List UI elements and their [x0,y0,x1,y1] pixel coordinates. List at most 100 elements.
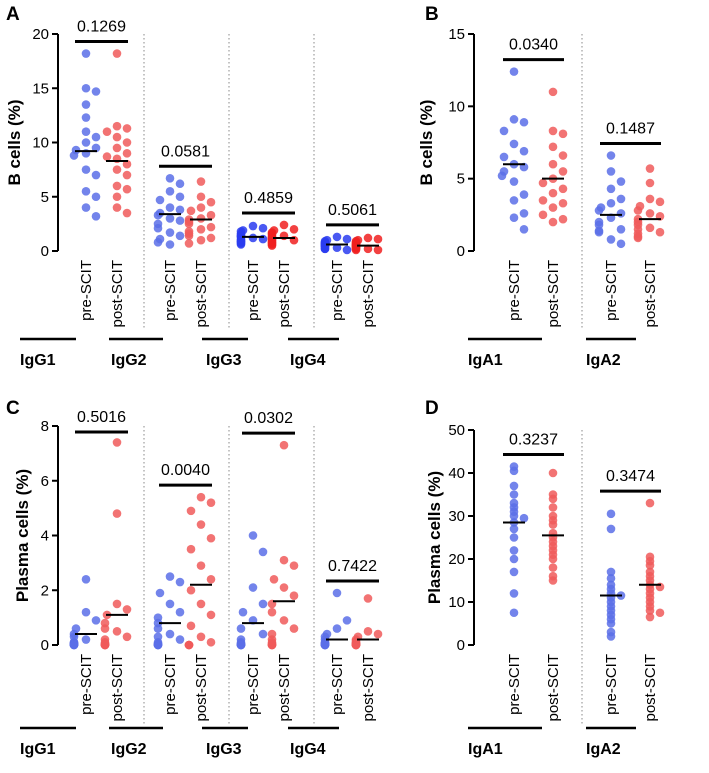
post-point [548,576,558,585]
pre-point [165,228,175,237]
post-point [548,87,558,97]
y-tick-label: 20 [448,551,465,568]
y-tick-label: 10 [448,594,465,611]
pre-point [165,599,175,609]
post-point [645,164,655,173]
post-point [112,438,122,447]
p-value: 0.1269 [77,19,126,36]
pre-point [509,115,519,124]
post-point [655,608,665,618]
pre-point [175,607,185,617]
post-point [206,610,216,620]
pre-point [509,554,519,564]
y-tick-label: 10 [448,98,465,115]
post-point [196,214,206,223]
panel-C: C Plasma cells (%) 0 2 4 6 8 pre-SCIT post-SCIT 0… [6,398,383,758]
pre-x-label: pre-SCIT [245,654,262,715]
pre-point [165,203,175,212]
post-point [196,235,206,245]
pre-point [320,640,330,650]
group-name: IgG4 [290,352,326,369]
post-point [558,184,568,194]
pre-point [497,171,507,181]
post-point [548,563,558,572]
post-x-label: post-SCIT [276,654,293,722]
post-point [548,494,558,504]
pre-point [342,616,352,625]
post-x-label: post-SCIT [545,260,562,328]
post-point [206,222,216,232]
pre-point [509,177,519,186]
pre-point [81,113,91,122]
post-point [206,533,216,543]
post-x-label: post-SCIT [545,654,562,722]
post-point [196,632,206,642]
pre-point [165,187,175,196]
pre-point [91,192,101,202]
pre-point [165,629,175,639]
post-point [196,520,206,529]
y-tick-label: 0 [457,243,465,260]
pre-point [519,209,529,218]
group-name: IgG3 [206,741,242,758]
post-point [633,233,643,243]
panel-D: D Plasma cells (%) 0 10 20 30 40 50 pre-SCIT post… [425,398,665,758]
pre-x-label: pre-SCIT [78,654,95,715]
pre-point [69,640,79,650]
pre-point [175,231,185,241]
post-point [279,555,289,565]
pre-point [175,205,185,215]
pre-point [248,221,258,231]
pre-point [236,624,246,633]
pre-point [509,524,519,534]
pre-point [91,616,101,625]
pre-x-label: pre-SCIT [603,260,620,321]
post-x-label: post-SCIT [360,260,377,328]
pre-point [616,209,626,218]
y-tick-label: 0 [41,243,49,260]
post-point [122,124,132,133]
pre-point [155,588,165,598]
post-point [558,151,568,160]
post-point [206,498,216,507]
y-axis-label: B cells (%) [417,100,436,186]
post-point [558,167,568,176]
p-value: 0.3237 [509,432,558,449]
post-point [102,127,112,136]
pre-point [81,187,91,196]
pre-point [606,167,616,176]
post-point [102,152,112,161]
pre-point [175,179,185,189]
post-point [206,210,216,220]
post-point [186,506,196,516]
pre-point [332,243,342,253]
post-x-label: post-SCIT [642,654,659,722]
post-point [196,177,206,186]
y-axis-label: Plasma cells (%) [13,469,32,602]
post-point [122,605,132,614]
pre-point [509,481,519,491]
post-point [206,233,216,243]
pre-point [320,244,330,254]
post-point [196,203,206,212]
pre-point [509,567,519,577]
post-point [655,227,665,237]
pre-point [153,223,163,233]
panel-B: B B cells (%) 0 5 10 15 pre-SCIT post-SCIT 0.034… [417,4,665,369]
pre-point [81,49,91,58]
pre-point [175,577,185,587]
pre-point [165,214,175,223]
pre-point [616,225,626,234]
post-point [122,184,132,194]
p-value: 0.5016 [77,409,126,426]
post-point [206,575,216,584]
pre-point [606,524,616,534]
pre-point [175,192,185,202]
pre-point [81,635,91,644]
panel-label: B [425,4,439,25]
post-point [558,198,568,208]
panel-label: A [6,4,20,25]
post-point [548,554,558,564]
pre-point [509,533,519,542]
panel-label: D [425,398,439,419]
